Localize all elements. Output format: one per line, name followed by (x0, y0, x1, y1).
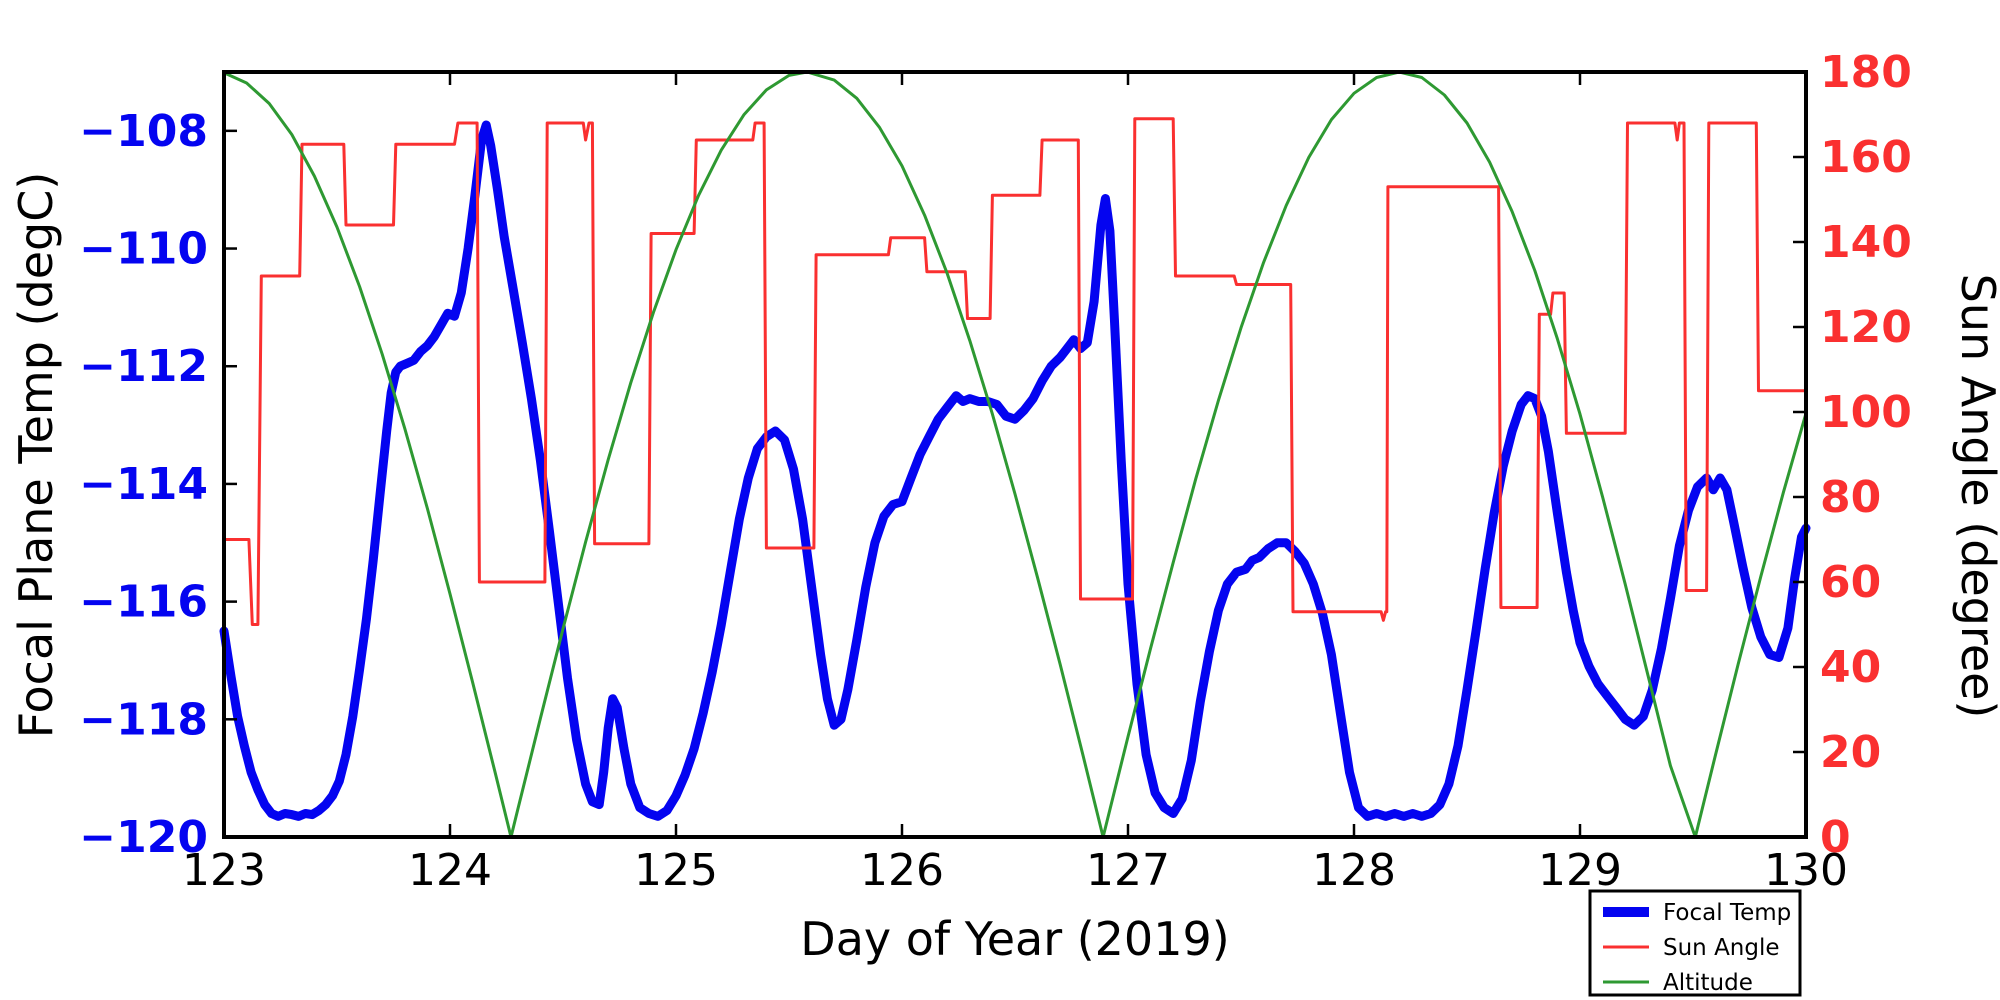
x-tick-label: 127 (1086, 845, 1170, 896)
y-right-tick-label: 0 (1820, 812, 1851, 863)
x-tick-label: 123 (182, 845, 266, 896)
y-left-tick-label: −116 (79, 577, 208, 628)
sun-angle-line (222, 117, 1808, 626)
legend-label-sun-angle: Sun Angle (1663, 935, 1780, 961)
y-left-tick-label: −110 (79, 224, 208, 275)
focal-temp-line (219, 120, 1811, 821)
y-right-tick-label: 100 (1820, 387, 1912, 438)
y-right-tick-label: 20 (1820, 727, 1881, 778)
y-axis-title-left: Focal Plane Temp (degC) (9, 172, 63, 739)
axes-layer: 123 124 125 126 127 128 129 130 −108 −110 −112 −114… (79, 47, 1912, 896)
y-right-tick-label: 40 (1820, 642, 1881, 693)
altitude-line (222, 70, 1808, 839)
y-axis-title-right: Sun Angle (degree) (1951, 274, 2000, 719)
legend-label-focal-temp: Focal Temp (1663, 900, 1791, 926)
x-tick-label: 128 (1312, 845, 1396, 896)
y-left-tick-label: −112 (79, 341, 208, 392)
y-right-tick-label: 160 (1820, 132, 1912, 183)
y-left-tick-label: −120 (79, 812, 208, 863)
y-right-tick-label: 140 (1820, 217, 1912, 268)
series-layer (219, 70, 1811, 839)
y-left-tick-label: −118 (79, 694, 208, 745)
x-tick-label: 126 (860, 845, 944, 896)
y-left-tick-label: −108 (79, 106, 208, 157)
legend: Focal Temp Sun Angle Altitude (1588, 889, 1802, 997)
y-right-tick-label: 120 (1820, 302, 1912, 353)
x-tick-label: 125 (634, 845, 718, 896)
legend-label-altitude: Altitude (1663, 970, 1753, 996)
y-right-tick-label: 180 (1820, 47, 1912, 98)
x-axis-title: Day of Year (2019) (800, 912, 1229, 966)
y-right-tick-label: 80 (1820, 472, 1881, 523)
y-right-tick-label: 60 (1820, 557, 1881, 608)
y-left-tick-label: −114 (79, 459, 208, 510)
x-tick-label: 124 (408, 845, 492, 896)
plot-border (222, 70, 1808, 839)
x-tick-label: 130 (1764, 845, 1848, 896)
x-tick-label: 129 (1538, 845, 1622, 896)
